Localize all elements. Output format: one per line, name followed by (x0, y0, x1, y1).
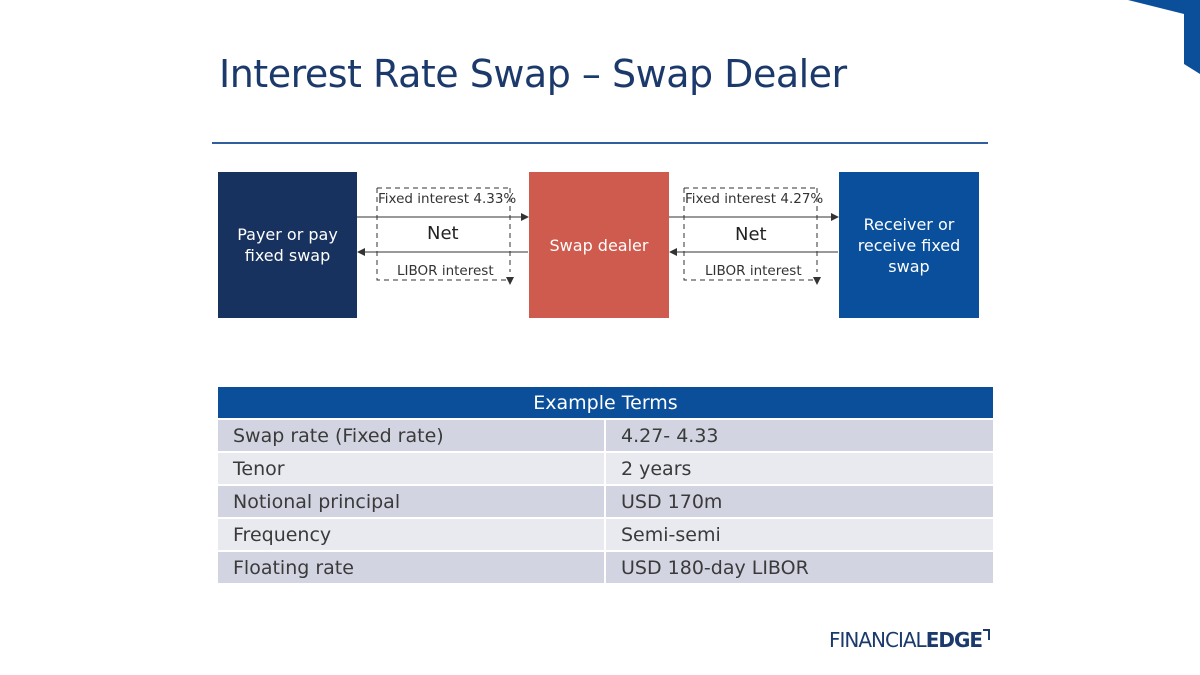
right-flows (669, 187, 839, 284)
value-cell: Semi-semi (606, 519, 993, 550)
term-cell: Frequency (218, 519, 604, 550)
right-net-dashed-frame (683, 187, 817, 284)
left-libor-label: LIBOR interest (397, 263, 494, 279)
logo-text-financial: FINANCIAL (829, 628, 927, 652)
table-header: Example Terms (218, 387, 993, 418)
table-row: Floating rate USD 180-day LIBOR (218, 552, 993, 583)
example-terms-table: Example Terms Swap rate (Fixed rate) 4.2… (218, 387, 993, 583)
page-title: Interest Rate Swap – Swap Dealer (219, 52, 847, 96)
table-row: Notional principal USD 170m (218, 486, 993, 517)
left-fixed-label: Fixed interest 4.33% (378, 191, 517, 207)
table-row: Tenor 2 years (218, 453, 993, 484)
term-cell: Tenor (218, 453, 604, 484)
value-cell: USD 180-day LIBOR (606, 552, 993, 583)
term-cell: Notional principal (218, 486, 604, 517)
corner-decoration (1128, 0, 1200, 74)
payer-box: Payer or pay fixed swap (218, 172, 357, 318)
dealer-box: Swap dealer (529, 172, 669, 318)
logo-text-edge: EDGE (925, 628, 983, 652)
left-flows (357, 187, 529, 284)
value-cell: 4.27- 4.33 (606, 420, 993, 451)
value-cell: USD 170m (606, 486, 993, 517)
logo-mark-icon (983, 629, 991, 640)
term-cell: Floating rate (218, 552, 604, 583)
right-net-label: Net (735, 224, 767, 245)
table-row: Frequency Semi-semi (218, 519, 993, 550)
left-net-dashed-frame (376, 187, 510, 284)
left-net-label: Net (427, 223, 459, 244)
table-row: Swap rate (Fixed rate) 4.27- 4.33 (218, 420, 993, 451)
right-libor-label: LIBOR interest (705, 263, 802, 279)
receiver-box: Receiver or receive fixed swap (839, 172, 979, 318)
title-divider (212, 142, 988, 144)
term-cell: Swap rate (Fixed rate) (218, 420, 604, 451)
value-cell: 2 years (606, 453, 993, 484)
financial-edge-logo: FINANCIAL EDGE (829, 628, 991, 652)
right-fixed-label: Fixed interest 4.27% (685, 191, 824, 207)
